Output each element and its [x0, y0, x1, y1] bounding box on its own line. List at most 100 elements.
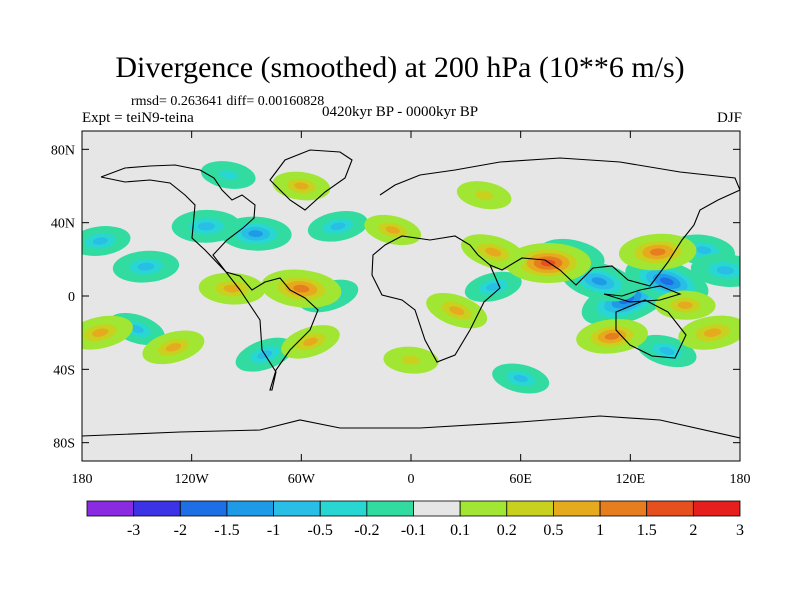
y-tick-label: 0 — [68, 290, 75, 305]
colorbar-swatch — [179, 500, 228, 517]
period-label: 0420kyr BP - 0000kyr BP — [322, 104, 479, 120]
anomaly-contour — [385, 226, 400, 234]
y-tick-label: 80N — [51, 143, 75, 158]
colorbar-swatch — [86, 500, 135, 517]
x-tick-label: 60E — [509, 472, 532, 487]
colorbar-swatch — [366, 500, 414, 517]
anomaly-contour — [219, 170, 238, 180]
anomaly-contour — [449, 306, 465, 316]
anomaly-cell — [307, 211, 368, 242]
colorbar-label: 1.5 — [637, 522, 657, 539]
colorbar-swatch — [553, 500, 601, 517]
x-tick-label: 120W — [175, 472, 210, 487]
anomaly-cell — [383, 346, 439, 374]
anomaly-cell — [198, 272, 266, 305]
anomaly-contour — [649, 248, 666, 256]
anomaly-cell — [505, 243, 592, 283]
anomaly-contour — [248, 230, 263, 238]
anomaly-contour — [92, 328, 109, 337]
colorbar-label: -1.5 — [214, 522, 239, 539]
x-tick-label: 60W — [288, 472, 316, 487]
x-tick-label: 120E — [616, 472, 646, 487]
anomaly-contour — [659, 277, 674, 286]
colorbar-label: -0.2 — [354, 522, 379, 539]
anomaly-cell — [461, 234, 526, 270]
colorbar-swatch — [692, 500, 741, 517]
colorbar-swatch — [459, 500, 508, 517]
anomaly-cell — [200, 161, 256, 189]
experiment-label: Expt = teiN9-teina — [82, 110, 194, 126]
anomaly-cell — [82, 315, 133, 350]
colorbar-label: 1 — [596, 522, 604, 539]
australia-coast — [615, 299, 687, 359]
colorbar-label: -0.1 — [401, 522, 426, 539]
colorbar-label: 2 — [689, 522, 697, 539]
maritime-continent-coast — [603, 285, 682, 303]
anomaly-cell — [272, 171, 331, 201]
anomaly-contour — [223, 284, 241, 293]
colorbar-swatch — [226, 500, 274, 517]
y-tick-label: 40S — [53, 363, 75, 378]
anomaly-contour — [197, 222, 215, 231]
rmsd-diff-stats: rmsd= 0.263641 diff= 0.00160828 — [131, 94, 325, 109]
x-tick-label: 180 — [730, 472, 751, 487]
x-tick-label: 0 — [408, 472, 415, 487]
anomaly-contour — [330, 222, 346, 231]
anomaly-contour — [486, 283, 501, 291]
anomaly-cell — [82, 226, 131, 256]
coastlines — [82, 149, 740, 439]
anomaly-cell — [142, 330, 205, 365]
anomaly-contour — [401, 355, 421, 365]
anomaly-contour — [513, 374, 528, 383]
colorbar-swatch — [273, 500, 321, 517]
anomaly-cell — [690, 253, 740, 287]
anomaly-cell — [281, 325, 340, 359]
y-tick-label: 80S — [53, 437, 75, 452]
anomaly-contour — [591, 277, 607, 286]
colorbar-swatch — [506, 500, 554, 517]
colorbar-label: 0.1 — [450, 522, 470, 539]
colorbar-label: -2 — [174, 522, 187, 539]
anomaly-cell — [492, 363, 550, 394]
anomaly-contour — [716, 266, 735, 275]
chart-title: Divergence (smoothed) at 200 hPa (10**6 … — [115, 51, 685, 84]
colorbar: -3 -2 -1.5 -1 -0.5 -0.2 -0.1 0.1 0.2 0.5 1 1.5 2 3 — [86, 500, 744, 539]
colorbar-label: 3 — [736, 522, 744, 539]
anomaly-cell — [456, 181, 512, 210]
anomaly-contour — [165, 343, 182, 352]
anomaly-cell — [112, 250, 180, 283]
season-label: DJF — [716, 110, 742, 126]
x-tick-label: 180 — [72, 472, 93, 487]
colorbar-label: -0.5 — [308, 522, 333, 539]
anomaly-cell — [426, 292, 488, 329]
y-tick-label: 40N — [51, 217, 75, 232]
anomaly-cell — [654, 290, 716, 320]
colorbar-swatch — [133, 500, 181, 517]
anomaly-contour — [485, 247, 502, 257]
antarctica-coast — [82, 415, 740, 439]
anomaly-contour — [129, 324, 144, 334]
anomaly-cell — [678, 315, 740, 350]
anomaly-contour — [92, 237, 108, 245]
axis-ticks: 180 120W 60W 0 60E 120E 180 80N 40N 0 40S 80S — [51, 131, 751, 487]
anomaly-cell — [464, 271, 522, 302]
colorbar-label: -3 — [127, 522, 140, 539]
anomaly-contour — [604, 332, 620, 340]
greenland-coast — [269, 149, 353, 211]
americas-coast — [100, 164, 319, 391]
colorbar-swatch — [599, 500, 648, 517]
anomaly-contour — [294, 182, 309, 190]
anomaly-contour — [659, 346, 675, 356]
colorbar-label: 0.2 — [497, 522, 517, 539]
anomaly-contour — [475, 190, 494, 200]
colorbar-label: -1 — [267, 522, 280, 539]
anomaly-contour — [695, 246, 712, 255]
anomaly-cell — [618, 233, 697, 271]
colorbar-swatch — [413, 500, 461, 517]
colorbar-swatch — [646, 500, 694, 517]
colorbar-swatch — [319, 500, 368, 517]
eurasia-africa-coast — [371, 157, 740, 363]
anomaly-contour — [704, 328, 722, 337]
colorbar-label: 0.5 — [543, 522, 563, 539]
